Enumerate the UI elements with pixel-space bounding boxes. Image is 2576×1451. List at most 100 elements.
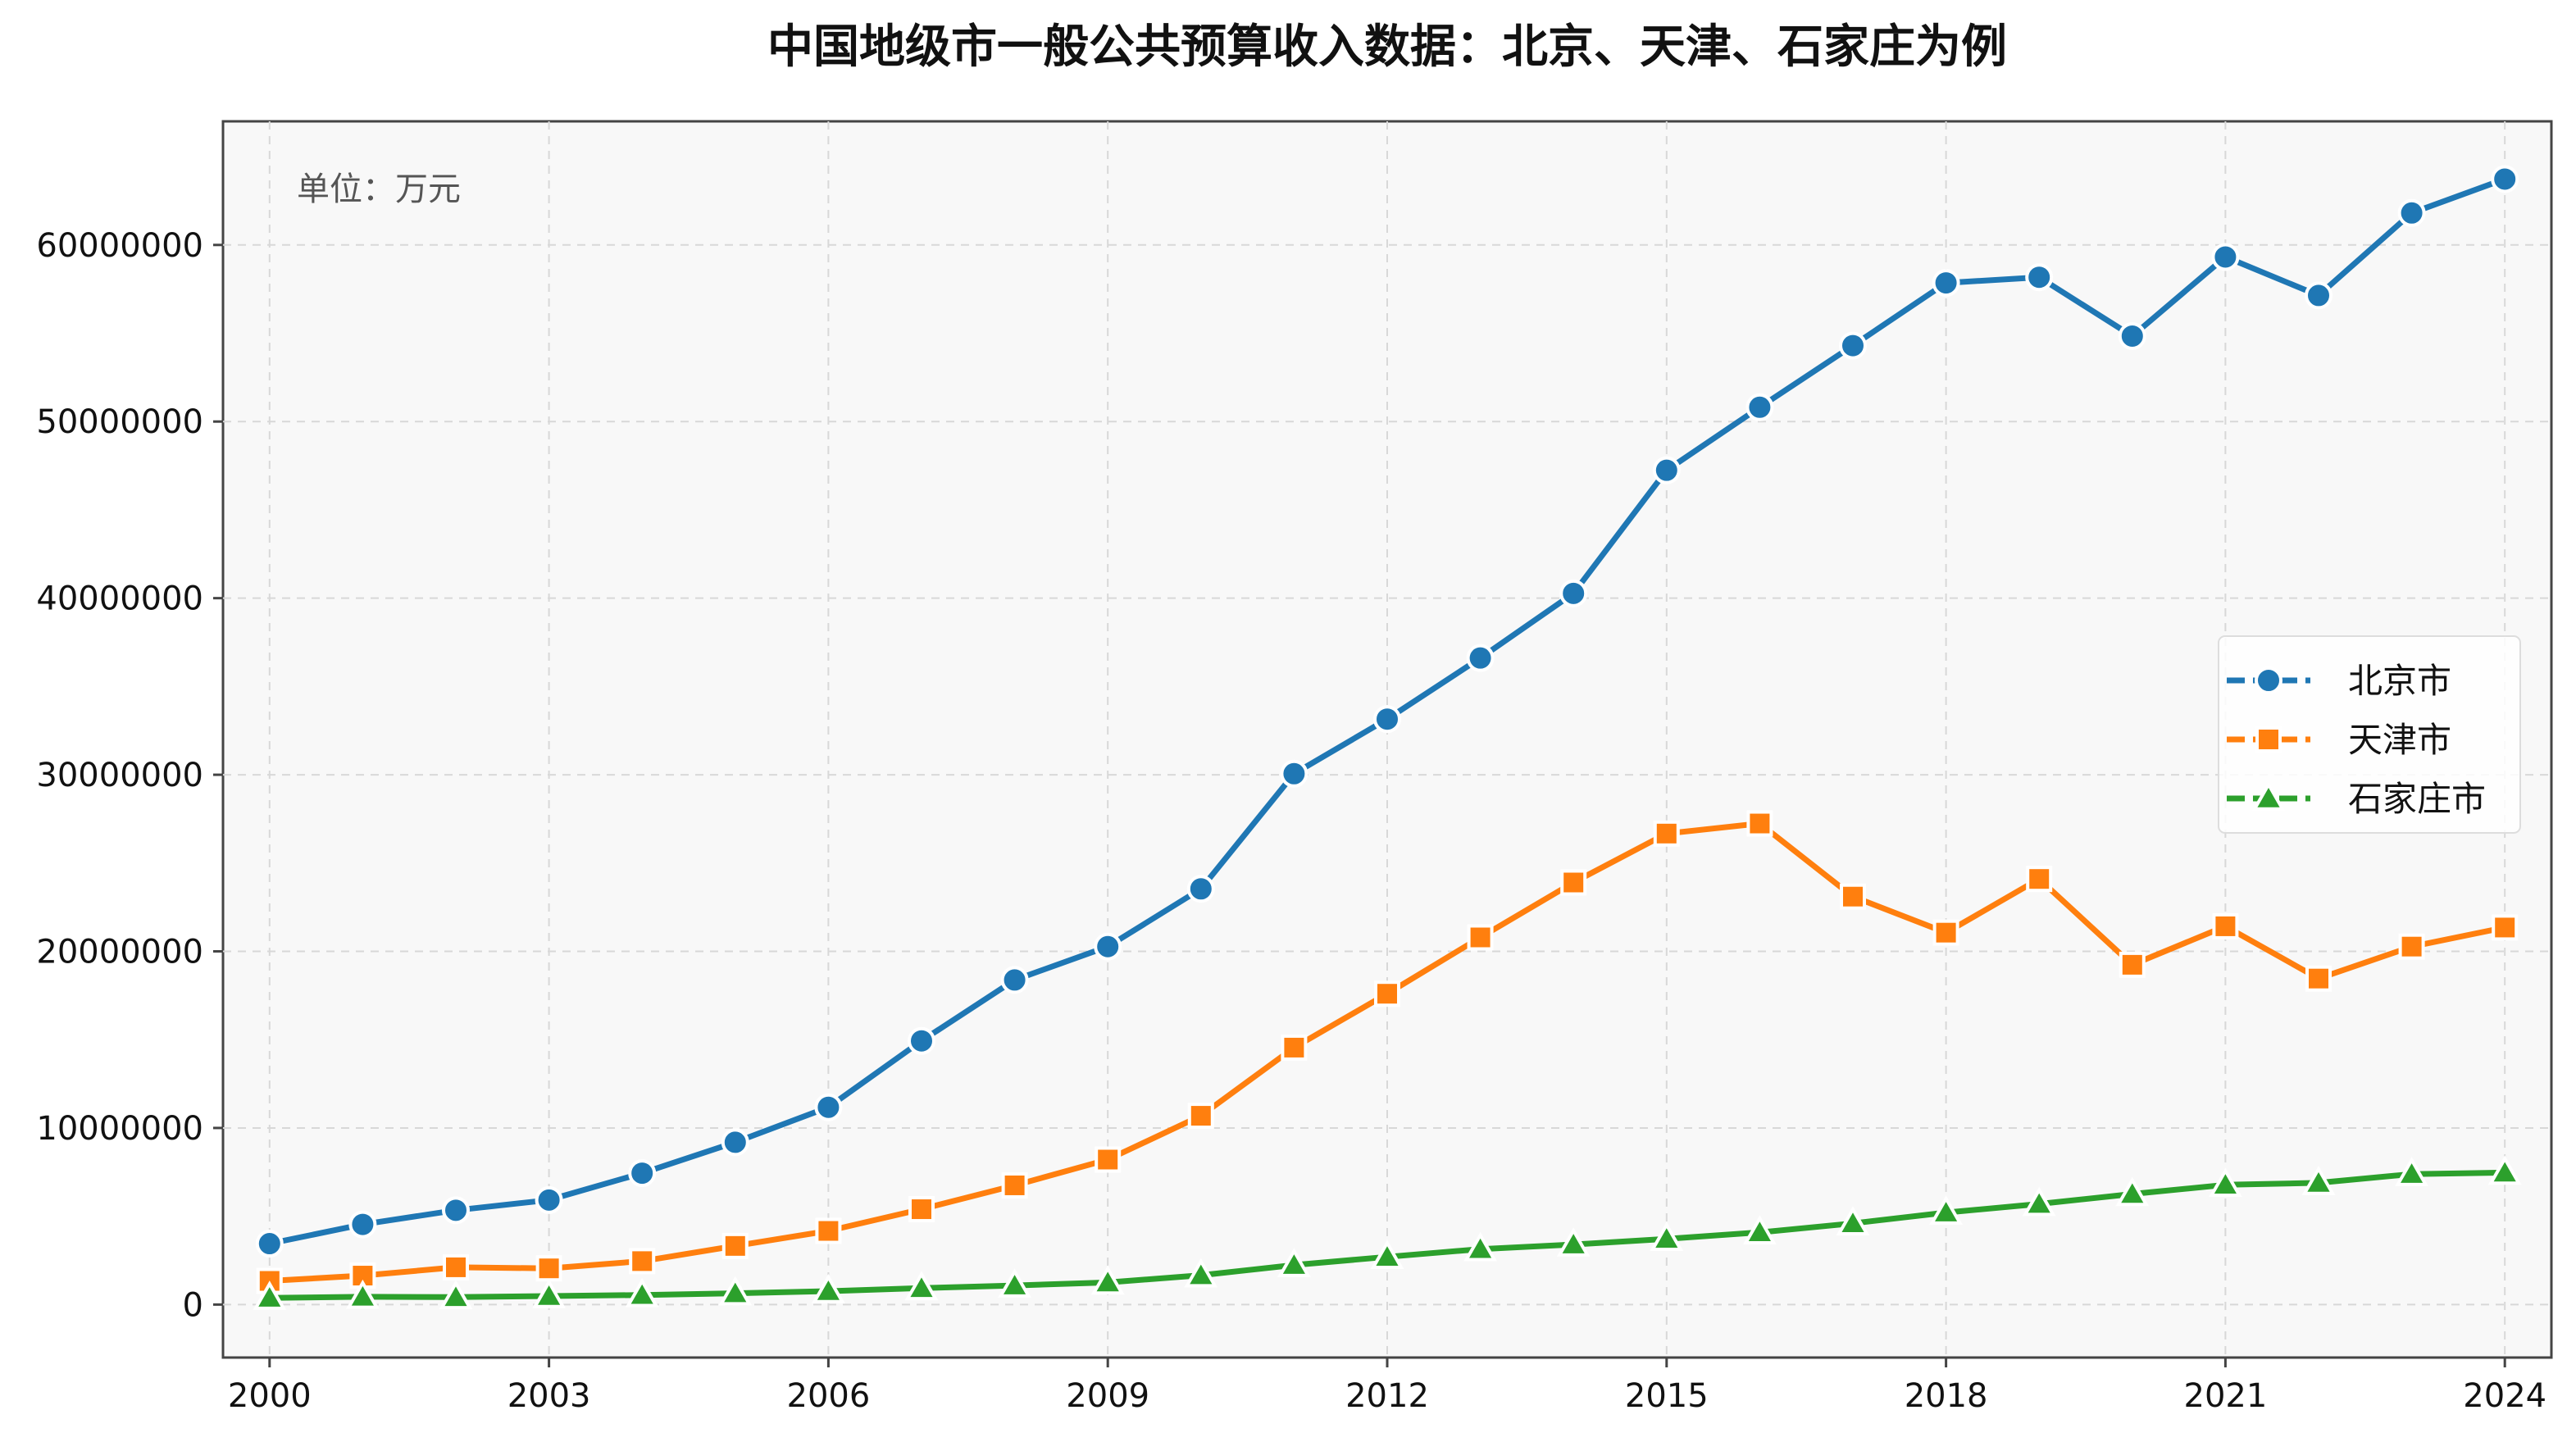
- chart-title: 中国地级市一般公共预算收入数据：北京、天津、石家庄为例: [767, 20, 2007, 74]
- data-point: [2118, 321, 2146, 350]
- legend-marker: [2255, 726, 2282, 753]
- data-point: [1742, 1215, 1777, 1245]
- legend-item: 北京市: [2227, 661, 2451, 701]
- data-point: [1280, 759, 1308, 788]
- data-point: [721, 1128, 749, 1157]
- data-point: [1277, 1248, 1311, 1277]
- data-point: [1090, 1265, 1125, 1295]
- data-point: [721, 1232, 749, 1259]
- y-tick-label: 20000000: [36, 934, 203, 971]
- data-point: [535, 1255, 562, 1282]
- data-point: [2208, 1167, 2242, 1198]
- x-axis: 2000 2003 2006 2009 2012 2015 2018 2021 2024: [228, 1358, 2546, 1415]
- data-point: [2305, 281, 2333, 310]
- y-tick-label: 30000000: [36, 757, 203, 794]
- data-point: [1932, 919, 1959, 946]
- data-point: [1746, 810, 1773, 837]
- data-point: [2119, 951, 2146, 978]
- data-point: [625, 1277, 659, 1308]
- y-tick-label: 50000000: [36, 403, 203, 441]
- data-point: [1186, 875, 1215, 903]
- data-point: [2487, 1155, 2522, 1185]
- data-point: [1370, 1239, 1404, 1269]
- data-point: [1281, 1034, 1308, 1061]
- data-point: [2301, 1165, 2336, 1195]
- data-point: [1840, 883, 1866, 910]
- data-point: [1187, 1103, 1214, 1130]
- x-tick-label: 2024: [2463, 1377, 2546, 1415]
- legend-label: 石家庄市: [2348, 779, 2486, 819]
- x-tick-label: 2021: [2184, 1377, 2268, 1415]
- data-point: [718, 1276, 753, 1306]
- data-point: [1184, 1258, 1218, 1288]
- data-point: [1652, 456, 1681, 484]
- data-point: [1932, 269, 1960, 298]
- data-point: [904, 1271, 939, 1301]
- data-point: [2398, 933, 2425, 960]
- data-point: [2026, 866, 2053, 893]
- data-point: [2305, 965, 2332, 992]
- legend-label: 北京市: [2348, 661, 2451, 701]
- y-axis: 0 10000000 20000000 30000000 40000000 5000000…: [36, 227, 223, 1324]
- y-tick-label: 0: [183, 1286, 203, 1324]
- data-point: [1653, 820, 1680, 847]
- data-point: [1374, 980, 1400, 1008]
- data-point: [2492, 914, 2519, 941]
- legend-label: 天津市: [2348, 720, 2451, 760]
- data-point: [1467, 924, 1494, 951]
- data-point: [535, 1185, 563, 1214]
- data-point: [532, 1278, 567, 1308]
- data-point: [2211, 243, 2240, 271]
- data-point: [629, 1248, 656, 1275]
- data-point: [1556, 1227, 1591, 1257]
- data-point: [1373, 705, 1401, 734]
- data-point: [2022, 1186, 2056, 1217]
- data-point: [442, 1196, 470, 1225]
- x-tick-label: 2012: [1345, 1377, 1429, 1415]
- data-point: [1745, 393, 1774, 421]
- data-point: [908, 1026, 935, 1055]
- plot-area: [221, 120, 2553, 1359]
- data-point: [628, 1159, 657, 1188]
- data-point: [908, 1196, 935, 1223]
- data-point: [439, 1280, 473, 1310]
- legend-box: [2218, 635, 2521, 834]
- unit-annotation: 单位：万元: [297, 171, 461, 208]
- data-point: [1094, 932, 1122, 961]
- data-point: [2212, 912, 2239, 939]
- data-point: [1839, 331, 1867, 360]
- data-point: [1560, 869, 1587, 896]
- data-point: [1000, 966, 1029, 994]
- y-tick-label: 40000000: [36, 580, 203, 618]
- data-point: [1559, 579, 1588, 607]
- data-point: [255, 1230, 284, 1258]
- data-point: [998, 1268, 1032, 1298]
- data-point: [2115, 1176, 2150, 1207]
- x-tick-label: 2015: [1625, 1377, 1709, 1415]
- data-point: [1929, 1195, 1964, 1225]
- data-point: [2395, 1157, 2429, 1186]
- legend-item: 石家庄市: [2227, 779, 2486, 819]
- data-point: [2491, 165, 2519, 193]
- data-point: [1836, 1206, 1870, 1236]
- data-point: [2397, 198, 2426, 227]
- data-point: [814, 1093, 843, 1121]
- data-point: [811, 1273, 845, 1303]
- data-point: [1466, 644, 1495, 672]
- data-point: [443, 1253, 469, 1280]
- x-tick-label: 2003: [507, 1377, 591, 1415]
- legend-marker: [2251, 780, 2286, 811]
- data-point: [815, 1217, 842, 1244]
- data-point: [253, 1280, 287, 1310]
- legend-item: 天津市: [2227, 720, 2451, 760]
- legend-marker: [2255, 666, 2282, 694]
- x-tick-label: 2000: [228, 1377, 312, 1415]
- x-tick-label: 2006: [787, 1377, 871, 1415]
- x-tick-label: 2018: [1905, 1377, 1988, 1415]
- data-point: [1095, 1146, 1122, 1173]
- data-point: [1650, 1221, 1684, 1251]
- data-point: [348, 1210, 377, 1239]
- data-point: [345, 1279, 380, 1309]
